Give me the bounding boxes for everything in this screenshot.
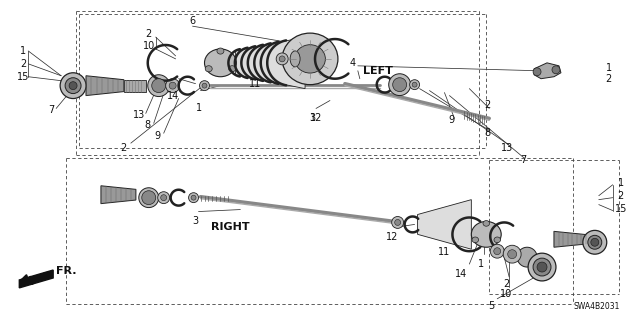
Text: 2: 2: [484, 100, 490, 110]
Ellipse shape: [169, 82, 176, 89]
Ellipse shape: [290, 51, 300, 67]
Text: 3: 3: [193, 217, 198, 226]
Ellipse shape: [410, 80, 420, 90]
Ellipse shape: [205, 66, 212, 72]
Ellipse shape: [591, 238, 599, 246]
Ellipse shape: [276, 53, 288, 65]
Ellipse shape: [157, 192, 170, 204]
Ellipse shape: [472, 237, 479, 243]
Text: 1: 1: [618, 178, 624, 188]
Ellipse shape: [493, 248, 500, 255]
Text: 8: 8: [145, 120, 151, 130]
Ellipse shape: [152, 79, 166, 93]
Text: 2: 2: [618, 191, 624, 201]
Ellipse shape: [588, 235, 602, 249]
Text: 11: 11: [249, 79, 261, 89]
Text: 2: 2: [503, 279, 509, 289]
Text: 8: 8: [484, 128, 490, 138]
Text: 15: 15: [17, 72, 29, 82]
Polygon shape: [554, 231, 586, 247]
Ellipse shape: [166, 79, 180, 93]
Ellipse shape: [69, 82, 77, 90]
Text: 13: 13: [132, 110, 145, 120]
Ellipse shape: [533, 258, 551, 276]
Polygon shape: [101, 186, 136, 204]
Text: 1: 1: [605, 63, 612, 73]
Ellipse shape: [395, 219, 401, 226]
Text: 1: 1: [20, 46, 26, 56]
Polygon shape: [534, 63, 561, 79]
Ellipse shape: [202, 83, 207, 88]
Ellipse shape: [191, 195, 196, 200]
Text: 2: 2: [605, 74, 612, 84]
Ellipse shape: [537, 262, 547, 272]
Ellipse shape: [517, 247, 537, 267]
Ellipse shape: [508, 250, 516, 259]
Text: 7: 7: [48, 106, 54, 115]
Bar: [124, 80, 146, 92]
Text: 12: 12: [385, 232, 398, 242]
Text: LEFT: LEFT: [363, 66, 393, 76]
Text: SWA4B2031: SWA4B2031: [573, 302, 620, 311]
Ellipse shape: [483, 220, 490, 226]
Text: 2: 2: [121, 143, 127, 153]
Ellipse shape: [161, 195, 166, 201]
Text: 15: 15: [614, 204, 627, 213]
Ellipse shape: [189, 193, 198, 203]
Text: 12: 12: [310, 113, 322, 123]
Ellipse shape: [228, 66, 236, 72]
Ellipse shape: [412, 82, 417, 87]
Polygon shape: [236, 37, 305, 89]
Ellipse shape: [294, 45, 325, 73]
Ellipse shape: [279, 56, 285, 62]
Text: 4: 4: [350, 58, 356, 68]
Text: 9: 9: [449, 115, 454, 125]
Text: 9: 9: [155, 131, 161, 141]
Ellipse shape: [490, 244, 504, 258]
Ellipse shape: [388, 74, 411, 96]
Ellipse shape: [471, 221, 501, 247]
Polygon shape: [417, 200, 471, 249]
Ellipse shape: [494, 237, 500, 243]
Text: 3: 3: [309, 113, 315, 123]
Ellipse shape: [142, 191, 156, 204]
Text: 2: 2: [146, 29, 152, 39]
Ellipse shape: [148, 75, 170, 97]
Text: 2: 2: [20, 59, 26, 69]
Polygon shape: [19, 270, 53, 288]
Text: 1: 1: [478, 259, 484, 269]
Ellipse shape: [139, 188, 159, 208]
Ellipse shape: [583, 230, 607, 254]
Text: RIGHT: RIGHT: [211, 222, 250, 233]
Ellipse shape: [393, 78, 406, 92]
Text: 10: 10: [500, 289, 512, 299]
Ellipse shape: [552, 66, 560, 74]
Ellipse shape: [528, 253, 556, 281]
Polygon shape: [86, 76, 124, 96]
Text: 10: 10: [143, 41, 155, 51]
Ellipse shape: [503, 245, 521, 263]
Text: 7: 7: [520, 155, 526, 165]
Text: FR.: FR.: [56, 266, 77, 276]
Text: 13: 13: [501, 143, 513, 153]
Ellipse shape: [205, 49, 236, 77]
Ellipse shape: [60, 73, 86, 99]
Text: 11: 11: [438, 247, 451, 257]
Text: 6: 6: [189, 16, 196, 26]
Ellipse shape: [392, 217, 404, 228]
Text: 14: 14: [455, 269, 467, 279]
Ellipse shape: [533, 68, 541, 76]
Text: 5: 5: [488, 301, 494, 311]
Text: 14: 14: [166, 91, 179, 100]
Ellipse shape: [65, 78, 81, 93]
Ellipse shape: [200, 81, 209, 91]
Ellipse shape: [217, 48, 224, 54]
Text: 1: 1: [195, 103, 202, 114]
Ellipse shape: [282, 33, 338, 85]
